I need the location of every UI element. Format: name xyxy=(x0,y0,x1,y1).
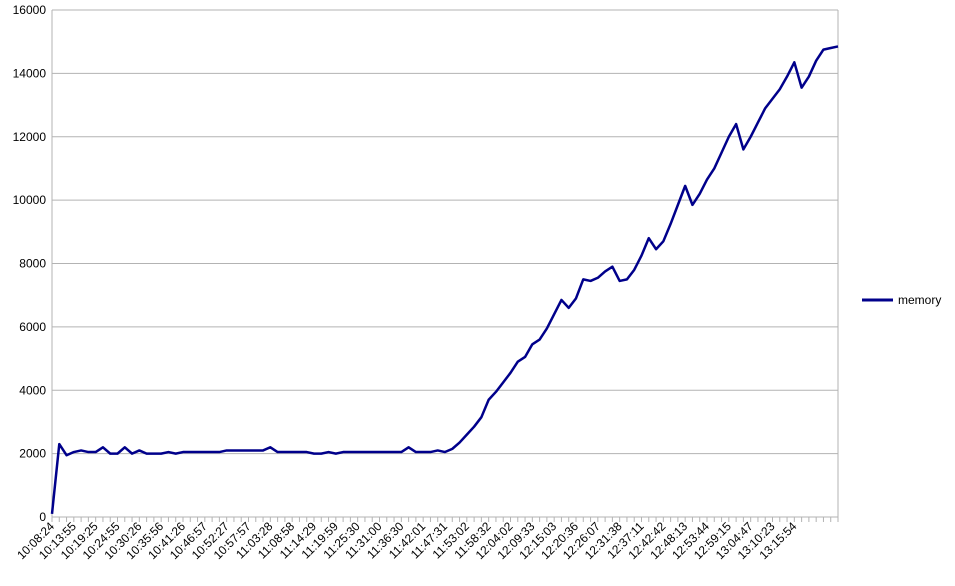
legend-label: memory xyxy=(898,293,941,307)
y-tick-label: 16000 xyxy=(13,3,47,17)
y-tick-label: 2000 xyxy=(19,447,46,461)
data-line xyxy=(50,45,839,514)
y-tick-label: 6000 xyxy=(19,320,46,334)
y-tick-label: 8000 xyxy=(19,257,46,271)
y-tick-label: 12000 xyxy=(13,130,47,144)
y-tick-label: 0 xyxy=(39,510,46,524)
y-tick-label: 4000 xyxy=(19,383,46,397)
y-tick-label: 10000 xyxy=(13,193,47,207)
y-tick-label: 14000 xyxy=(13,66,47,80)
